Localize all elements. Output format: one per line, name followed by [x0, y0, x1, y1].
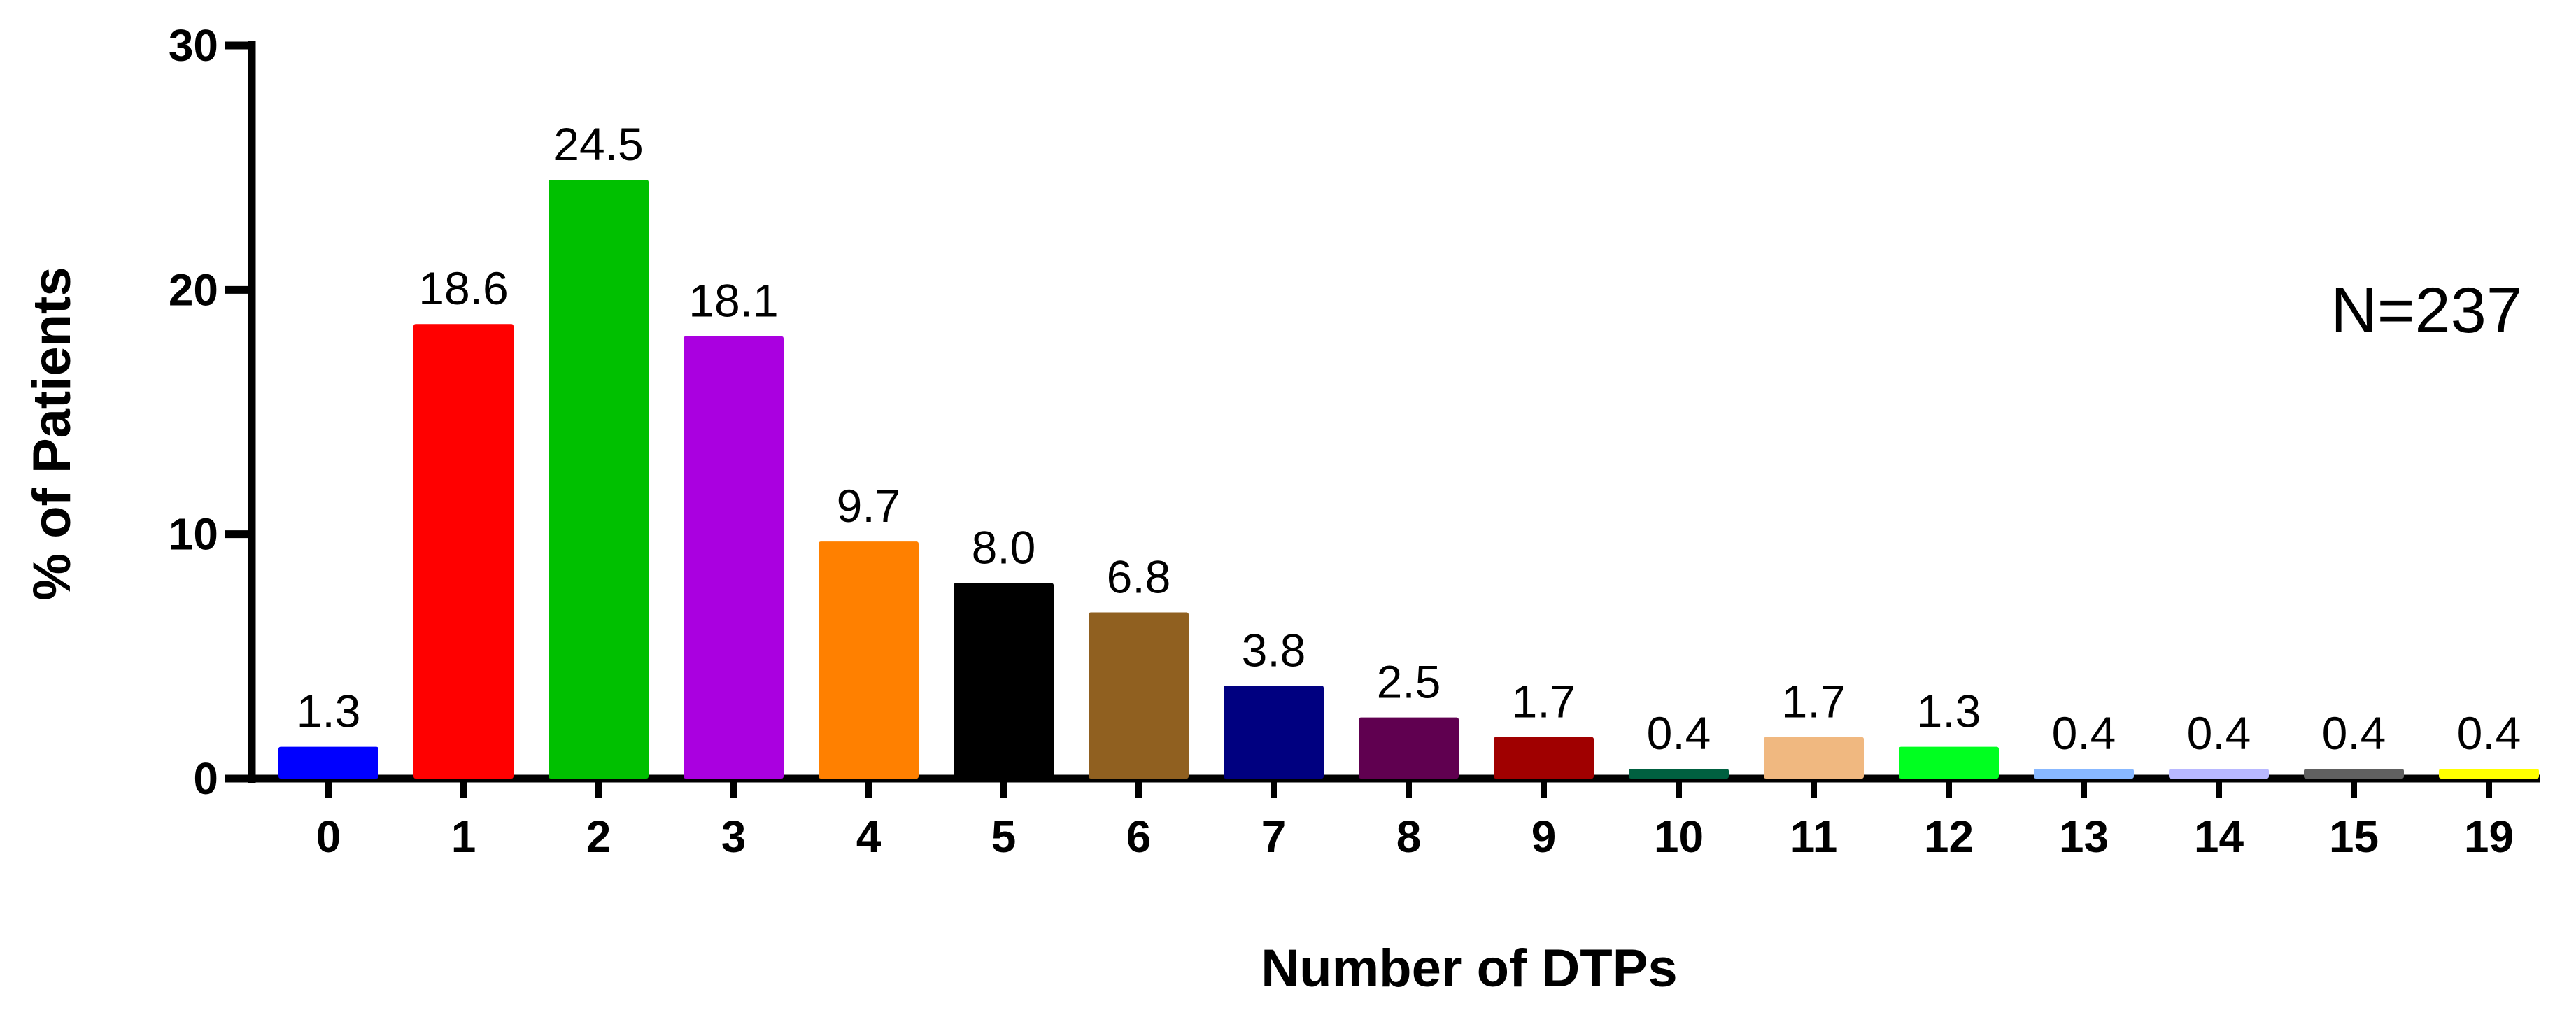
x-tick-label: 4: [856, 811, 882, 862]
x-tick-label: 8: [1396, 811, 1422, 862]
x-tick-label: 14: [2194, 811, 2244, 862]
bars: [278, 180, 2539, 779]
y-tick-label: 30: [169, 20, 218, 71]
y-tick-label: 20: [169, 264, 218, 315]
x-tick-label: 3: [721, 811, 746, 862]
x-tick-label: 13: [2059, 811, 2109, 862]
data-label: 1.3: [1917, 686, 1981, 737]
y-axis: 0 10 20 30: [169, 20, 256, 804]
x-tick-label: 12: [1924, 811, 1974, 862]
data-label: 8.0: [972, 522, 1036, 574]
bar-7: [1224, 686, 1324, 779]
data-label: 0.4: [2052, 707, 2116, 759]
data-label: 18.1: [688, 275, 778, 327]
x-tick-label: 5: [991, 811, 1017, 862]
data-labels: 1.3 18.6 24.5 18.1 9.7 8.0 6.8 3.8 2.5 1.7 0.4 1.7 1…: [297, 118, 2521, 759]
bar-6: [1089, 612, 1189, 779]
bar-8: [1359, 717, 1459, 779]
x-tick-label: 7: [1261, 811, 1287, 862]
y-axis-title: % of Patients: [22, 267, 82, 600]
data-label: 1.7: [1512, 676, 1576, 727]
x-axis: 0 1 2 3 4 5 6 7 8 9 10 11 12 13 14 15 19: [248, 774, 2540, 862]
y-tick-label: 0: [193, 753, 218, 804]
data-label: 0.4: [1647, 707, 1711, 759]
data-label: 0.4: [2322, 707, 2386, 759]
x-tick-label: 15: [2329, 811, 2379, 862]
data-label: 9.7: [837, 480, 901, 532]
x-tick-label: 2: [586, 811, 611, 862]
data-label: 3.8: [1242, 624, 1306, 676]
x-tick-label: 19: [2464, 811, 2514, 862]
data-label: 0.4: [2457, 707, 2521, 759]
data-label: 18.6: [418, 262, 508, 314]
x-tick-label: 10: [1654, 811, 1704, 862]
bar-12: [1899, 746, 1999, 779]
x-tick-label: 9: [1531, 811, 1557, 862]
data-label: 24.5: [553, 118, 643, 170]
data-label: 1.7: [1782, 676, 1846, 727]
x-tick-label: 1: [451, 811, 476, 862]
bar-13: [2034, 769, 2134, 779]
x-axis-title: Number of DTPs: [1261, 939, 1677, 998]
sample-size-annotation: N=237: [2330, 275, 2522, 346]
x-tick-label: 6: [1126, 811, 1152, 862]
x-tick-label: 11: [1790, 811, 1838, 862]
bar-9: [1494, 737, 1594, 779]
bar-19: [2439, 769, 2539, 779]
bar-15: [2304, 769, 2404, 779]
data-label: 2.5: [1377, 656, 1441, 708]
x-tick-label: 0: [316, 811, 341, 862]
bar-11: [1764, 737, 1864, 779]
bar-1: [413, 324, 514, 779]
y-tick-label: 10: [169, 509, 218, 560]
data-label: 6.8: [1107, 551, 1171, 602]
bar-14: [2169, 769, 2269, 779]
bar-10: [1629, 769, 1729, 779]
bar-0: [278, 746, 378, 779]
bar-3: [684, 336, 784, 779]
bar-2: [549, 180, 649, 779]
bar-4: [819, 541, 919, 779]
bar-5: [954, 583, 1054, 779]
data-label: 0.4: [2187, 707, 2251, 759]
data-label: 1.3: [297, 686, 361, 737]
